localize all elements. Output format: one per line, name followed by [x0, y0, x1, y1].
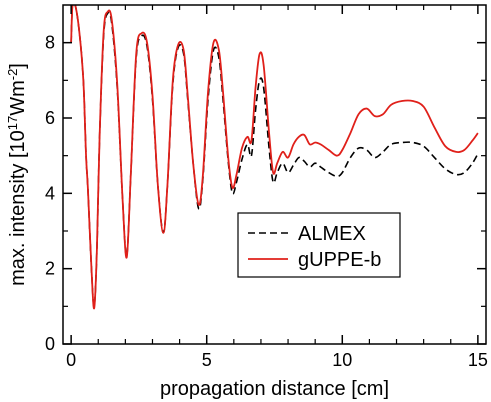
x-tick-label: 5	[202, 350, 212, 370]
axis-ticks: 0 5 10 15 0 2 4 6 8	[45, 5, 488, 370]
plot-frame	[62, 4, 487, 345]
legend-label: ALMEX	[298, 223, 366, 245]
y-tick-label: 0	[45, 334, 55, 354]
legend: ALMEX gUPPE-b	[237, 212, 401, 278]
y-tick-label: 4	[45, 183, 55, 203]
y-axis-label: max. intensity [1017Wm-2]	[5, 63, 30, 286]
x-axis-label: propagation distance [cm]	[160, 378, 389, 400]
x-tick-label: 10	[332, 350, 352, 370]
series-line-guppe-b	[70, 5, 479, 310]
x-tick-label: 0	[66, 350, 76, 370]
y-tick-label: 2	[45, 259, 55, 279]
legend-label: gUPPE-b	[298, 249, 381, 271]
legend-box	[237, 212, 401, 278]
y-tick-label: 6	[45, 108, 55, 128]
x-tick-label: 15	[468, 350, 488, 370]
y-tick-label: 8	[45, 33, 55, 53]
plot-series	[70, 5, 479, 310]
